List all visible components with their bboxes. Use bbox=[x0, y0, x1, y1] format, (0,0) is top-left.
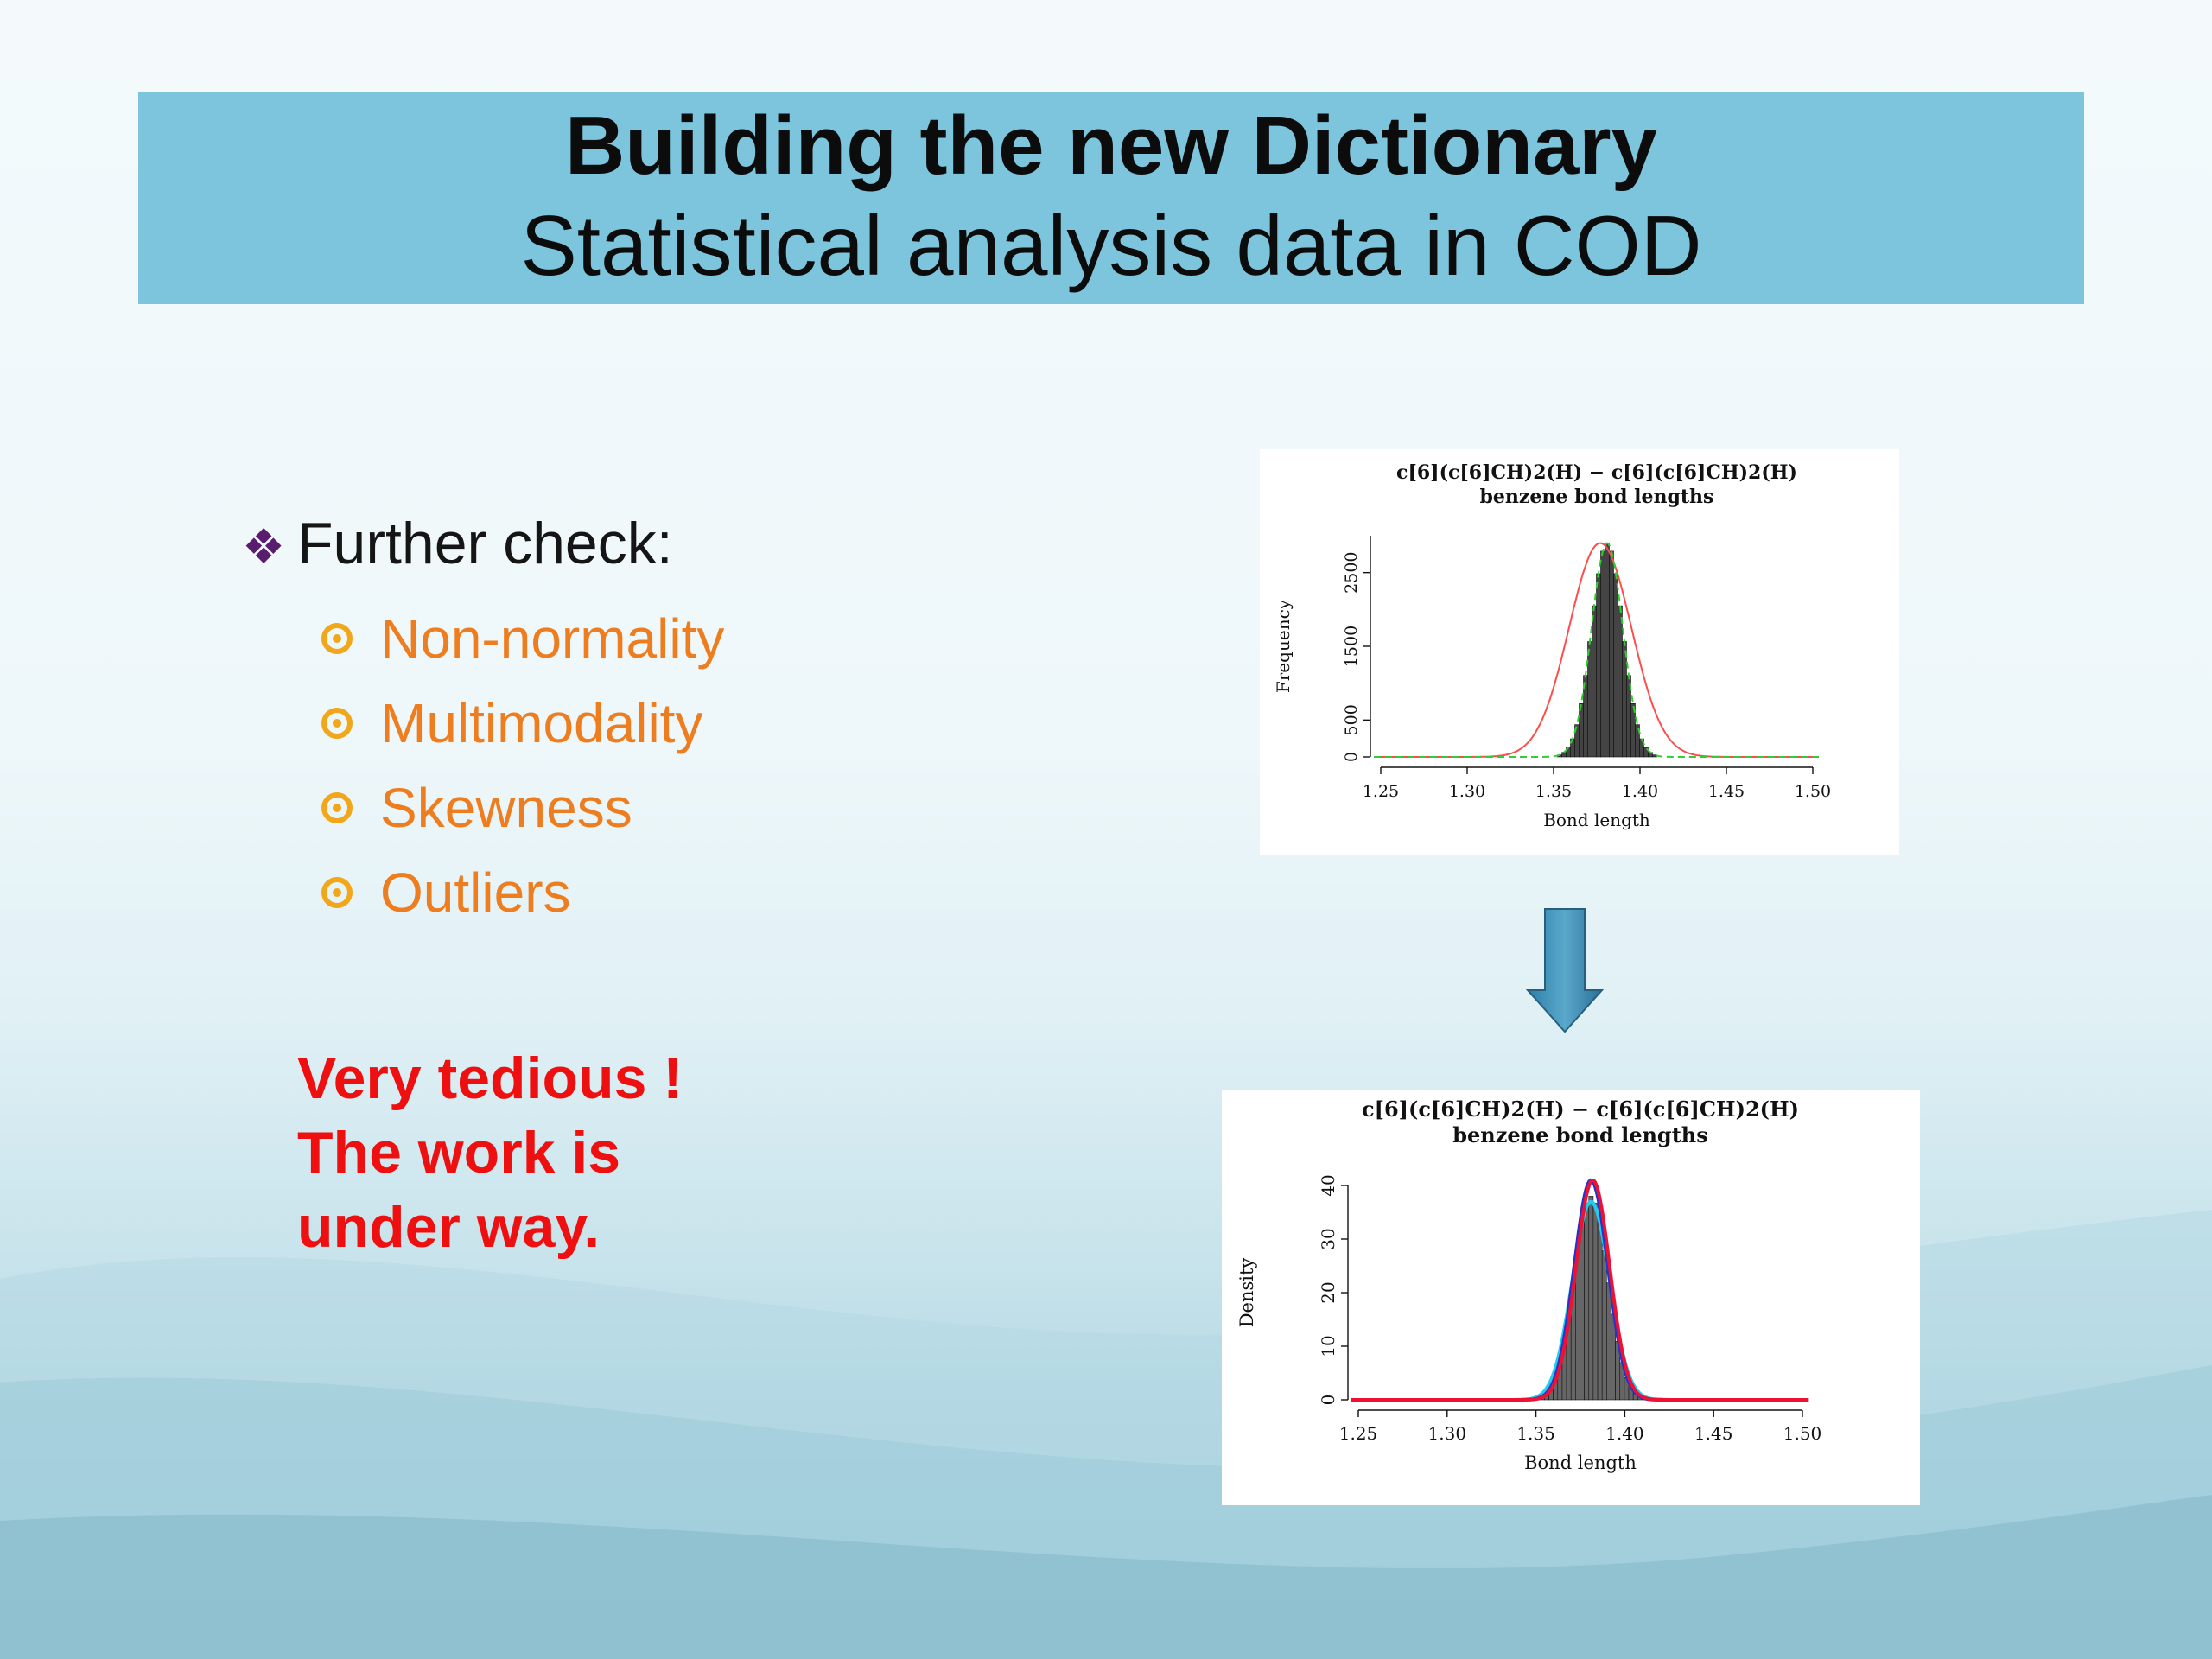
sub-bullet-text: Outliers bbox=[380, 861, 571, 924]
x-axis-label: Bond length bbox=[1543, 810, 1650, 830]
y-tick-label: 2500 bbox=[1342, 551, 1361, 593]
histogram-bar bbox=[1587, 641, 1592, 758]
x-tick-label: 1.40 bbox=[1622, 782, 1658, 801]
density-curve bbox=[1351, 1178, 1809, 1402]
main-bullet-text: Further check: bbox=[297, 511, 673, 576]
sub-bullet-item: Multimodality bbox=[321, 681, 724, 766]
slide-title: Building the new Dictionary bbox=[564, 99, 1658, 192]
chart-subtitle: benzene bond lengths bbox=[1480, 486, 1714, 508]
sub-bullet-list: Non-normality Multimodality Skewness Out… bbox=[321, 596, 724, 935]
title-banner: Building the new Dictionary Statistical … bbox=[138, 92, 2084, 304]
sub-bullet-item: Non-normality bbox=[321, 596, 724, 681]
down-arrow-icon bbox=[1526, 908, 1604, 1033]
histogram-bar bbox=[1588, 1196, 1594, 1401]
main-bullet: ❖ Further check: bbox=[242, 510, 673, 577]
x-axis-label: Bond length bbox=[1524, 1452, 1637, 1473]
y-tick-label: 20 bbox=[1318, 1281, 1338, 1303]
histogram-bar bbox=[1584, 1203, 1590, 1401]
frequency-histogram-chart: c[6](c[6]CH)2(H) − c[6](c[6]CH)2(H) benze… bbox=[1260, 449, 1899, 855]
histogram-bar bbox=[1622, 641, 1627, 758]
y-tick-label: 500 bbox=[1342, 704, 1361, 735]
x-tick-label: 1.50 bbox=[1795, 782, 1831, 801]
y-tick-label: 10 bbox=[1318, 1335, 1338, 1357]
histogram-bar bbox=[1596, 573, 1601, 758]
density-curve bbox=[1374, 542, 1819, 758]
x-tick-label: 1.35 bbox=[1535, 782, 1572, 801]
ring-bullet-icon bbox=[321, 708, 353, 739]
diamond-bullet-icon: ❖ bbox=[242, 519, 286, 574]
histogram-bar bbox=[1618, 605, 1623, 758]
histogram-bar bbox=[1613, 573, 1618, 758]
ring-bullet-icon bbox=[321, 877, 353, 908]
x-tick-label: 1.30 bbox=[1428, 1423, 1467, 1444]
y-axis-label: Density bbox=[1236, 1258, 1257, 1328]
x-tick-label: 1.45 bbox=[1694, 1423, 1733, 1444]
wave-band bbox=[0, 1495, 2212, 1659]
x-tick-label: 1.35 bbox=[1516, 1423, 1555, 1444]
note-line: The work is bbox=[297, 1120, 621, 1185]
chart-title: c[6](c[6]CH)2(H) − c[6](c[6]CH)2(H) bbox=[1362, 1096, 1799, 1122]
histogram-bar bbox=[1606, 1282, 1611, 1401]
histogram-bar bbox=[1601, 1250, 1607, 1401]
x-tick-label: 1.45 bbox=[1708, 782, 1745, 801]
histogram-bar bbox=[1609, 550, 1614, 758]
sub-bullet-item: Outliers bbox=[321, 850, 724, 935]
histogram-bar bbox=[1592, 1203, 1599, 1401]
histogram-bar bbox=[1592, 605, 1597, 758]
ring-bullet-icon bbox=[321, 792, 353, 823]
chart-title: c[6](c[6]CH)2(H) − c[6](c[6]CH)2(H) bbox=[1396, 461, 1797, 484]
ring-bullet-icon bbox=[321, 623, 353, 654]
histogram-bar bbox=[1605, 543, 1610, 758]
sub-bullet-item: Skewness bbox=[321, 766, 724, 850]
sub-bullet-text: Non-normality bbox=[380, 607, 725, 670]
y-tick-label: 0 bbox=[1318, 1395, 1338, 1406]
frequency-histogram-svg: c[6](c[6]CH)2(H) − c[6](c[6]CH)2(H)benze… bbox=[1273, 461, 1831, 830]
y-tick-label: 0 bbox=[1342, 752, 1361, 762]
x-tick-label: 1.25 bbox=[1339, 1423, 1378, 1444]
x-tick-label: 1.30 bbox=[1449, 782, 1485, 801]
note-text: Very tedious ! The work is under way. bbox=[297, 1041, 683, 1264]
chart-subtitle: benzene bond lengths bbox=[1452, 1122, 1708, 1147]
y-tick-label: 30 bbox=[1318, 1228, 1338, 1249]
histogram-bar bbox=[1579, 702, 1584, 758]
sub-bullet-text: Multimodality bbox=[380, 692, 703, 754]
sub-bullet-text: Skewness bbox=[380, 777, 632, 839]
y-axis-label: Frequency bbox=[1273, 599, 1294, 693]
histogram-bar bbox=[1580, 1222, 1585, 1401]
histogram-bar bbox=[1600, 550, 1605, 758]
x-tick-label: 1.40 bbox=[1605, 1423, 1644, 1444]
histogram-bar bbox=[1561, 752, 1567, 758]
y-tick-label: 1500 bbox=[1342, 626, 1361, 667]
note-line: Very tedious ! bbox=[297, 1046, 683, 1111]
x-tick-label: 1.25 bbox=[1363, 782, 1399, 801]
density-histogram-svg: c[6](c[6]CH)2(H) − c[6](c[6]CH)2(H)benze… bbox=[1236, 1096, 1822, 1473]
slide-subtitle: Statistical analysis data in COD bbox=[520, 198, 1702, 293]
y-tick-label: 40 bbox=[1318, 1174, 1338, 1196]
density-histogram-chart: c[6](c[6]CH)2(H) − c[6](c[6]CH)2(H) benze… bbox=[1222, 1090, 1920, 1505]
x-tick-label: 1.50 bbox=[1783, 1423, 1822, 1444]
histogram-bar bbox=[1597, 1222, 1603, 1401]
note-line: under way. bbox=[297, 1194, 601, 1260]
